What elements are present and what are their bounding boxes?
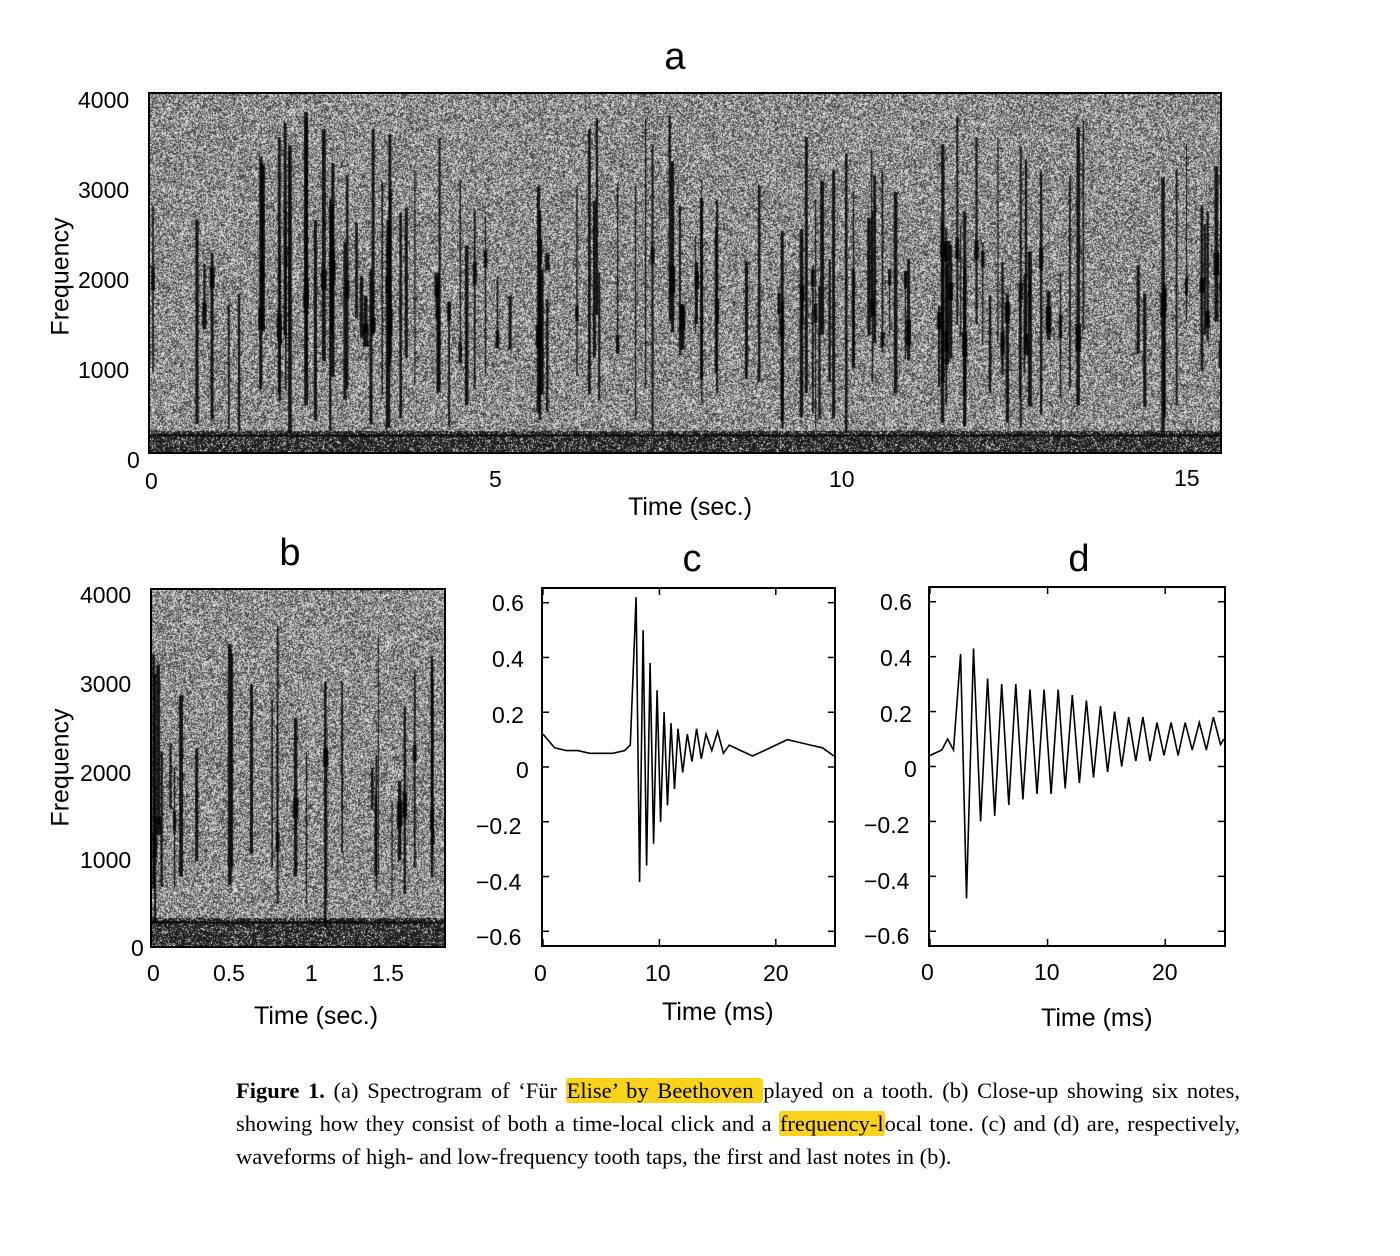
caption-label: Figure 1.: [236, 1078, 325, 1103]
figure-caption: Figure 1. (a) Spectrogram of ‘Für Elise’…: [236, 1074, 1240, 1173]
panel-b-spectrogram: [152, 590, 444, 946]
panel-b-ytick: 4000: [80, 582, 132, 608]
panel-c-xtick: 20: [763, 960, 789, 986]
panel-c-letter: c: [682, 538, 702, 580]
panel-d-xlabel: Time (ms): [1041, 1004, 1153, 1032]
panel-b-xlabel: Time (sec.): [254, 1002, 379, 1030]
caption-highlight-elise-by-beethoven: Elise’ by Beethoven: [565, 1078, 764, 1103]
caption-highlight-frequency: frequency-l: [778, 1111, 885, 1136]
panel-b-ytick: 3000: [80, 671, 132, 697]
panel-b-xtick: 1.5: [372, 960, 404, 986]
panel-d-ytick: −0.4: [864, 868, 910, 894]
panel-a-xtick: 0: [145, 468, 158, 494]
panel-d-ytick: 0.2: [880, 701, 912, 727]
panel-d-xtick: 10: [1034, 959, 1060, 985]
panel-a-xtick: 10: [829, 466, 855, 492]
panel-b-ytick: 1000: [80, 847, 132, 873]
panel-a-ytick: 4000: [78, 87, 130, 113]
panel-c-ytick: 0.6: [492, 590, 524, 616]
panel-d-ytick: 0: [904, 756, 917, 782]
panel-b-xtick: 0.5: [213, 960, 245, 986]
panel-c-xtick: 0: [534, 960, 547, 986]
panel-c-ytick: 0: [516, 757, 529, 783]
panel-b-xtick: 1: [305, 960, 318, 986]
panel-c-xlabel: Time (ms): [662, 998, 774, 1026]
panel-a-spectrogram: [150, 94, 1220, 452]
panel-a-xtick: 15: [1174, 465, 1200, 491]
panel-d-xtick: 20: [1152, 959, 1178, 985]
panel-c-ytick: −0.6: [476, 924, 522, 950]
panel-c-waveform: [542, 589, 835, 945]
panel-c-waveform-line: [542, 597, 835, 883]
panel-c-plot-frame: [541, 587, 836, 947]
panel-d-xtick: 0: [921, 959, 934, 985]
panel-d-ytick: −0.6: [864, 923, 910, 949]
panel-c-ytick: 0.2: [492, 702, 524, 728]
panel-c-ytick: −0.4: [476, 869, 522, 895]
panel-c-ytick: 0.4: [492, 646, 524, 672]
panel-a-ytick: 0: [127, 447, 140, 473]
panel-b-ylabel: Frequency: [46, 708, 75, 827]
panel-d-ytick: −0.2: [864, 812, 910, 838]
caption-text-part3: ocal tone. (c) and (d) are, respectively…: [236, 1111, 1240, 1169]
panel-b-ytick: 0: [131, 935, 144, 961]
panel-b-ytick: 2000: [80, 760, 132, 786]
panel-d-letter: d: [1068, 538, 1090, 580]
panel-a-xtick: 5: [489, 466, 502, 492]
panel-a-ytick: 1000: [78, 357, 130, 383]
panel-c-ytick: −0.2: [476, 813, 522, 839]
panel-d-ytick: 0.4: [880, 645, 912, 671]
panel-c-xtick: 10: [645, 960, 671, 986]
panel-a-ylabel: Frequency: [46, 217, 75, 336]
panel-b-letter: b: [279, 532, 301, 574]
caption-text-part1: (a) Spectrogram of ‘Für: [333, 1078, 566, 1103]
panel-d-waveform-line: [929, 648, 1225, 899]
panel-a-ytick: 2000: [78, 267, 130, 293]
panel-b-xtick: 0: [147, 960, 160, 986]
panel-d-ytick: 0.6: [880, 589, 912, 615]
panel-d-waveform: [929, 588, 1225, 945]
panel-a-xlabel: Time (sec.): [628, 493, 753, 521]
caption-text-part2: played on a tooth. (b) Close-up showing …: [236, 1078, 1241, 1136]
panel-a-letter: a: [664, 36, 686, 78]
panel-a-ytick: 3000: [78, 177, 130, 203]
